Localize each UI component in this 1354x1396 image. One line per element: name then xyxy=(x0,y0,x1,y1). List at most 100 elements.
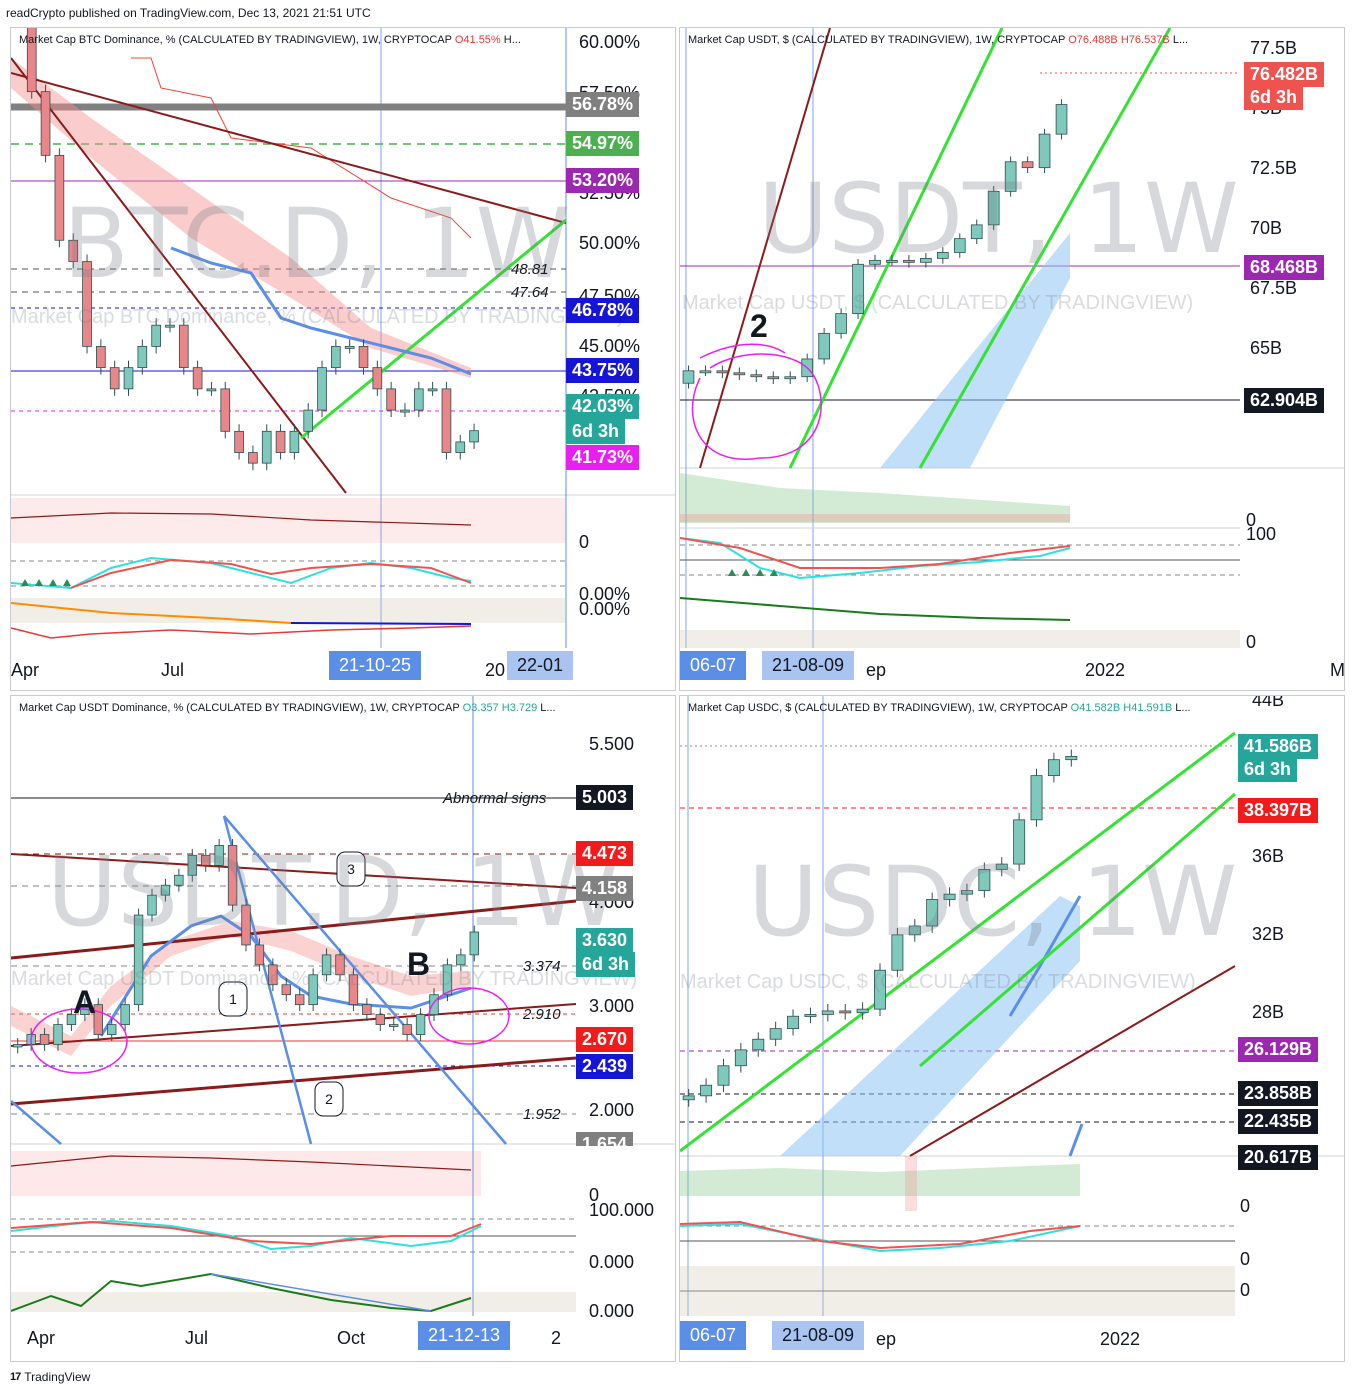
btc-time-highlight-2: 22-01 xyxy=(507,651,574,680)
usdc-candle-22 xyxy=(1065,756,1078,761)
usdtd-sub-axis-0: 0 xyxy=(589,1185,600,1205)
usdt-subwatermark: Market Cap USDT, $ (CALCULATED BY TRADIN… xyxy=(682,292,1194,314)
usdtd-price-label-5: 2.670 xyxy=(576,1027,634,1052)
usdtd-candle-6 xyxy=(93,1004,103,1035)
usdtd-blue-line-1 xyxy=(222,815,313,1145)
usdc-candle-21 xyxy=(1047,759,1060,777)
btc-price-label-6: 6d 3h xyxy=(566,419,626,444)
usdc-price-label-2: 38.397B xyxy=(1238,798,1319,823)
btc-blue-ma xyxy=(170,246,472,376)
usdt-candle-0 xyxy=(682,370,695,384)
usdt-axis-5: 65B xyxy=(1250,338,1283,358)
usdtd-candle-31 xyxy=(429,994,439,1016)
usdtd-candle-23 xyxy=(321,954,332,976)
usdtd-anno-1952: 1.952 xyxy=(523,1106,561,1123)
usdtd-watermark: USDT.D, 1W xyxy=(47,836,621,948)
usdtd-callout-box-2 xyxy=(336,851,366,887)
usdt-green-channel-1 xyxy=(788,28,1004,469)
btc-candle-10 xyxy=(151,324,161,347)
usdc-candle-4 xyxy=(752,1038,765,1051)
btc-cyan-osc xyxy=(11,556,472,590)
usdtd-time-jul: Jul xyxy=(185,1328,209,1348)
usdt-time-m: M xyxy=(1330,660,1345,680)
usdtd-candle-14 xyxy=(201,854,211,866)
usdtd-candle-26 xyxy=(362,1004,372,1016)
usdt-dominance-chart[interactable]: 1 2 3 xyxy=(11,696,675,1361)
usdtd-candle-13 xyxy=(187,854,197,876)
usdc-cyan-osc xyxy=(680,1222,1081,1253)
btc-candle-25 xyxy=(358,346,369,369)
btc-candle-31 xyxy=(441,388,452,453)
usdt-chart[interactable] xyxy=(680,28,1344,690)
usdt-axis-4: 67.5B xyxy=(1250,278,1298,298)
usdtd-time-oct: Oct xyxy=(337,1328,366,1348)
usdt-bottom-band xyxy=(680,630,1240,648)
usdtd-candle-25 xyxy=(348,974,359,1006)
usdc-candle-16 xyxy=(960,890,973,895)
btc-dominance-panel[interactable]: Market Cap BTC Dominance, % (CALCULATED … xyxy=(10,27,676,691)
btc-candle-4 xyxy=(68,239,79,262)
usdc-chart[interactable] xyxy=(680,696,1344,1361)
btc-candle-18 xyxy=(261,430,272,464)
usdc-candle-20 xyxy=(1030,775,1043,821)
usdt-cyan-osc xyxy=(680,537,1071,580)
usdc-candle-13 xyxy=(908,925,921,936)
usdt-price-label-3: 62.904B xyxy=(1244,388,1325,413)
usdt-dominance-panel[interactable]: 1 2 3 Market Cap USDT Dominance, % (CALCUL… xyxy=(10,695,676,1362)
btc-candle-23 xyxy=(331,346,341,369)
usdt-candle-1 xyxy=(699,370,712,374)
btc-up-arrow-3 xyxy=(63,579,71,586)
usdc-candle-6 xyxy=(787,1015,800,1030)
usdtd-subwatermark: Market Cap USDT Dominance, % (CALCULATED… xyxy=(11,968,638,990)
btc-candle-9 xyxy=(137,346,148,369)
usdtd-price-label-6: 2.439 xyxy=(576,1054,634,1079)
btc-candle-6 xyxy=(96,346,106,369)
usdtd-candle-3 xyxy=(53,1024,63,1045)
usdtd-candle-17 xyxy=(241,904,251,946)
usdc-sub-axis-1: 0 xyxy=(1240,1249,1251,1269)
usdt-green-bottom xyxy=(680,597,1071,621)
usdc-candle-1 xyxy=(700,1084,713,1097)
usdc-candle-5 xyxy=(769,1028,782,1040)
usdtd-candle-15 xyxy=(214,844,224,866)
usdt-red-sub xyxy=(680,514,1070,522)
usdt-candle-16 xyxy=(953,238,966,253)
usdtd-sub-axis-3: 0.000 xyxy=(589,1301,635,1321)
btc-candle-20 xyxy=(289,430,300,453)
usdtd-bottom-band xyxy=(11,1292,576,1312)
btc-candle-5 xyxy=(82,261,92,347)
btc-candle-8 xyxy=(123,367,134,390)
btc-dominance-chart[interactable] xyxy=(11,28,675,690)
usdtd-candle-30 xyxy=(415,1014,426,1035)
usdtd-candle-29 xyxy=(402,1024,412,1035)
usdtd-time-apr: Apr xyxy=(27,1328,56,1348)
usdc-axis-2: 36B xyxy=(1252,846,1285,866)
btc-axis-0: 60.00% xyxy=(579,32,641,52)
usdc-price-label-0: 41.586B xyxy=(1238,734,1319,759)
usdtd-price-label-0: 5.003 xyxy=(576,785,634,810)
usdc-panel[interactable]: Market Cap USDC, $ (CALCULATED BY TRADIN… xyxy=(679,695,1345,1362)
btc-time-jul: Jul xyxy=(161,660,185,680)
usdt-panel[interactable]: Market Cap USDT, $ (CALCULATED BY TRADIN… xyxy=(679,27,1345,691)
usdc-sub-axis-2: 0 xyxy=(1240,1280,1251,1300)
usdt-legend: Market Cap USDT, $ (CALCULATED BY TRADIN… xyxy=(688,34,1189,46)
btc-time-highlight: 21-10-25 xyxy=(329,651,422,680)
usdtd-candle-21 xyxy=(295,994,305,1006)
usdt-axis-0: 77.5B xyxy=(1250,38,1298,58)
usdtd-anno-2910: 2.910 xyxy=(523,1006,561,1023)
usdc-axis-4: 28B xyxy=(1252,1002,1285,1022)
btc-red-bottom-line xyxy=(11,625,472,639)
usdc-candle-17 xyxy=(978,868,991,892)
usdtd-blue-line-3 xyxy=(11,1100,62,1145)
usdt-circle-annotation xyxy=(691,353,822,461)
usdt-candle-4 xyxy=(750,374,763,378)
usdtd-candle-4 xyxy=(66,1014,77,1025)
usdt-up-arrow-2 xyxy=(756,569,764,576)
btc-thin-red-line xyxy=(131,57,472,239)
usdc-candle-11 xyxy=(874,969,886,1010)
usdc-red-trend xyxy=(909,965,1236,1157)
usdt-price-label-2: 68.468B xyxy=(1244,255,1325,280)
btc-price-label-4: 43.75% xyxy=(566,358,640,383)
usdtd-candle-2 xyxy=(39,1034,50,1045)
btc-candle-19 xyxy=(275,430,286,453)
